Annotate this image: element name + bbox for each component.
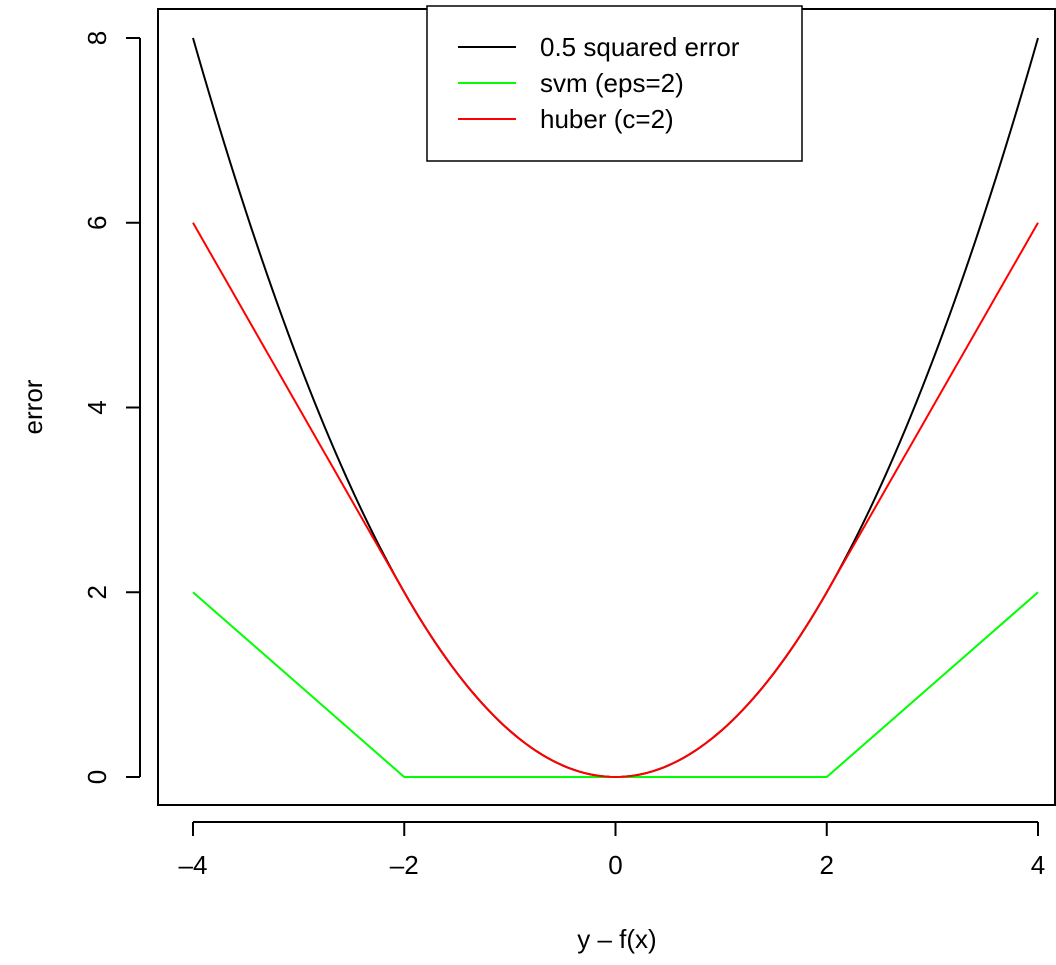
x-tick-label: 2 [820,850,834,880]
legend: 0.5 squared error svm (eps=2) huber (c=2) [426,5,803,162]
legend-label-huber-c-2: huber (c=2) [540,104,674,134]
legend-label-svm-eps-2: svm (eps=2) [540,68,684,98]
y-axis-label: error [18,379,48,434]
series-line-svm-eps-2 [192,591,1039,778]
legend-label-0-5-squared-error: 0.5 squared error [540,32,740,62]
x-tick-label: –2 [390,850,419,880]
y-tick-label: 6 [82,216,112,230]
y-tick-label: 2 [82,585,112,599]
y-tick-label: 8 [82,31,112,45]
x-tick-label: 0 [608,850,622,880]
x-axis-label: y – f(x) [577,924,656,954]
x-axis: –4 –2 0 2 4 [179,821,1045,880]
y-tick-label: 0 [82,770,112,784]
y-axis: 0 2 4 6 8 [82,31,141,784]
x-tick-label: 4 [1031,850,1045,880]
series-layer [192,37,1039,779]
series-line-huber-c-2 [192,222,1039,779]
x-tick-label: –4 [179,850,208,880]
y-tick-label: 4 [82,400,112,414]
